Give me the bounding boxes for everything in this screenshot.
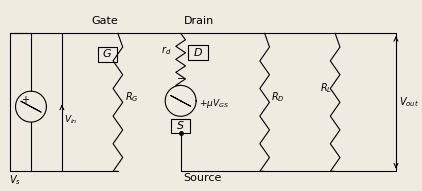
Text: $R_D$: $R_D$ bbox=[271, 91, 285, 104]
Text: $r_d$: $r_d$ bbox=[161, 44, 172, 57]
Text: Gate: Gate bbox=[92, 16, 119, 27]
Bar bbox=[171, 119, 190, 133]
Text: D: D bbox=[194, 48, 202, 57]
Bar bbox=[97, 47, 117, 62]
Text: $+\mu V_{GS}$: $+\mu V_{GS}$ bbox=[199, 97, 229, 110]
Text: G: G bbox=[103, 49, 111, 60]
Text: $V_{out}$: $V_{out}$ bbox=[399, 95, 419, 109]
Text: $R_G$: $R_G$ bbox=[124, 91, 138, 104]
Text: Drain: Drain bbox=[184, 16, 214, 27]
Text: $-$: $-$ bbox=[176, 72, 185, 82]
Text: S: S bbox=[177, 121, 184, 131]
Text: $V_s$: $V_s$ bbox=[9, 173, 21, 187]
Text: $R_L$: $R_L$ bbox=[320, 81, 332, 95]
Text: Source: Source bbox=[184, 173, 222, 183]
Bar bbox=[188, 45, 208, 60]
Text: +: + bbox=[21, 95, 29, 105]
Text: $V_{in}$: $V_{in}$ bbox=[64, 114, 77, 126]
